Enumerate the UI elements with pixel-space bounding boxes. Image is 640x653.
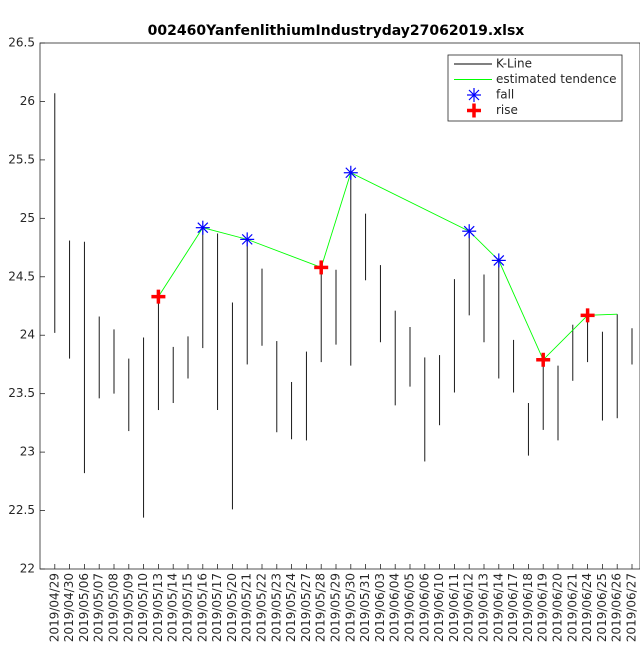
- marker-stroke: [468, 89, 480, 101]
- x-tick-label: 2019/06/20: [551, 573, 565, 642]
- fall-marker: [343, 165, 358, 180]
- x-tick-label: 2019/05/22: [255, 573, 269, 642]
- x-tick-label: 2019/06/14: [491, 573, 505, 642]
- legend-label: fall: [496, 88, 514, 102]
- x-tick-label: 2019/05/14: [166, 573, 180, 642]
- y-tick-label: 22: [20, 562, 35, 576]
- chart-title: 002460YanfenlithiumIndustryday27062019.x…: [148, 23, 525, 39]
- marker-stroke: [345, 167, 357, 179]
- x-tick-label: 2019/06/10: [432, 573, 446, 642]
- y-tick-label: 25.5: [8, 152, 35, 166]
- y-tick-label: 26.5: [8, 36, 35, 50]
- legend-symbol: [467, 103, 481, 118]
- x-tick-label: 2019/05/17: [210, 573, 224, 642]
- rise-marker: [536, 352, 551, 367]
- x-tick-label: 2019/05/24: [284, 573, 298, 642]
- x-tick-label: 2019/05/13: [151, 573, 165, 642]
- x-tick-label: 2019/05/29: [329, 573, 343, 642]
- x-tick-label: 2019/06/04: [388, 573, 402, 642]
- fall-marker: [240, 232, 255, 247]
- x-tick-label: 2019/05/06: [77, 573, 91, 642]
- x-tick-label: 2019/06/13: [477, 573, 491, 642]
- y-tick-label: 24: [20, 328, 35, 342]
- y-tick-label: 25: [20, 211, 35, 225]
- y-tick-label: 23: [20, 445, 35, 459]
- x-tick-label: 2019/04/30: [62, 573, 76, 642]
- y-tick-label: 23.5: [8, 386, 35, 400]
- legend-symbol: [467, 88, 481, 102]
- fall-marker: [195, 220, 210, 235]
- x-tick-label: 2019/05/16: [195, 573, 209, 642]
- fall-marker: [462, 224, 477, 239]
- x-tick-label: 2019/05/15: [181, 573, 195, 642]
- x-tick-label: 2019/05/28: [314, 573, 328, 642]
- y-tick-label: 24.5: [8, 269, 35, 283]
- legend-label: rise: [496, 103, 518, 117]
- x-tick-label: 2019/06/17: [506, 573, 520, 642]
- fall-marker: [491, 253, 506, 268]
- rise-marker: [151, 289, 166, 304]
- x-tick-label: 2019/06/11: [447, 573, 461, 642]
- x-tick-label: 2019/06/05: [403, 573, 417, 642]
- x-tick-label: 2019/05/31: [358, 573, 372, 642]
- x-tick-label: 2019/05/30: [343, 573, 357, 642]
- y-tick-label: 22.5: [8, 503, 35, 517]
- tendence-line: [158, 172, 618, 361]
- x-tick-label: 2019/06/03: [373, 573, 387, 642]
- x-tick-label: 2019/05/10: [136, 573, 150, 642]
- x-tick-label: 2019/05/27: [299, 573, 313, 642]
- x-tick-label: 2019/04/29: [47, 573, 61, 642]
- x-tick-label: 2019/06/12: [462, 573, 476, 642]
- x-tick-label: 2019/05/23: [269, 573, 283, 642]
- x-tick-label: 2019/05/07: [92, 573, 106, 642]
- x-tick-label: 2019/06/19: [536, 573, 550, 642]
- x-tick-label: 2019/05/21: [240, 573, 254, 642]
- x-tick-label: 2019/06/27: [625, 573, 639, 642]
- x-tick-label: 2019/06/21: [565, 573, 579, 642]
- y-tick-label: 26: [20, 94, 35, 108]
- rise-marker: [580, 308, 595, 323]
- x-tick-label: 2019/06/24: [580, 573, 594, 642]
- x-tick-label: 2019/06/25: [595, 573, 609, 642]
- legend-label: K-Line: [496, 57, 532, 71]
- x-tick-label: 2019/05/09: [121, 573, 135, 642]
- legend-label: estimated tendence: [496, 72, 617, 86]
- marker-stroke: [463, 225, 475, 237]
- x-tick-label: 2019/06/06: [417, 573, 431, 642]
- rise-marker: [314, 260, 329, 275]
- marker-stroke: [241, 233, 253, 245]
- x-tick-label: 2019/06/26: [610, 573, 624, 642]
- marker-stroke: [493, 254, 505, 266]
- plot-area: [39, 42, 640, 570]
- marker-stroke: [197, 222, 209, 234]
- x-tick-label: 2019/06/18: [521, 573, 535, 642]
- x-tick-label: 2019/05/08: [107, 573, 121, 642]
- x-tick-label: 2019/05/20: [225, 573, 239, 642]
